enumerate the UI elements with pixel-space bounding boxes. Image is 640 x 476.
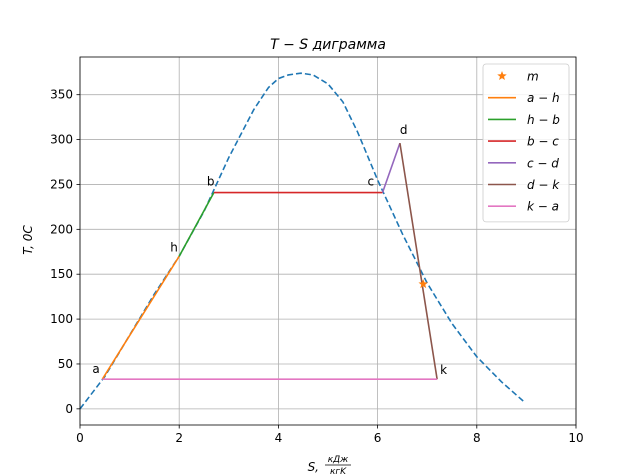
legend: m a − h h − b b − c c − d d − k k − a — [482, 63, 570, 223]
legend-label: m — [527, 70, 539, 84]
legend-item: a − h — [488, 91, 560, 105]
marker-m-star — [418, 279, 428, 289]
y-tick-label: 300 — [50, 133, 73, 147]
x-tick-label: 0 — [76, 431, 84, 445]
plot-frame — [79, 56, 577, 426]
x-axis-label: S, кДж кгK — [308, 455, 351, 476]
series-line-0 — [101, 255, 180, 380]
legend-label: d − k — [527, 178, 560, 192]
legend-label: a − h — [527, 91, 560, 105]
legend-item: c − d — [488, 156, 559, 170]
x-tick-label: 4 — [275, 431, 283, 445]
x-tick-label: 8 — [473, 431, 481, 445]
legend-label: h − b — [527, 113, 560, 127]
y-tick-label: 100 — [50, 312, 73, 326]
point-label-c: c — [368, 175, 375, 189]
x-axis-label-text: S, — [308, 460, 319, 474]
y-tick-label: 200 — [50, 222, 73, 236]
legend-box — [482, 63, 570, 223]
x-axis-unit-denominator: кгK — [330, 467, 347, 476]
saturation-curve-layer — [79, 72, 525, 410]
series-line-4 — [399, 143, 438, 380]
y-tick-label: 50 — [58, 357, 73, 371]
series-line-3 — [381, 142, 401, 193]
y-axis-label: T, 0C — [21, 225, 35, 255]
y-tick-label: 0 — [65, 402, 73, 416]
y-tick-label: 150 — [50, 267, 73, 281]
x-tick-label: 6 — [374, 431, 382, 445]
legend-item: h − b — [488, 113, 560, 127]
legend-label: k − a — [527, 200, 559, 214]
point-labels-layer: a h b c d k — [92, 123, 447, 377]
legend-item: k − a — [488, 200, 559, 214]
series-layer — [101, 142, 438, 381]
series-line-1 — [178, 192, 215, 257]
point-label-a: a — [92, 362, 99, 376]
y-axis-label-text: T, 0C — [21, 225, 35, 255]
legend-label: b − c — [527, 135, 559, 149]
point-label-h: h — [170, 240, 178, 254]
y-axis-label-var: T, — [21, 245, 35, 255]
y-tick-label: 250 — [50, 177, 73, 191]
point-label-b: b — [207, 175, 215, 189]
x-tick-label: 10 — [568, 431, 583, 445]
saturation-curve — [79, 72, 525, 410]
x-tick-label: 2 — [175, 431, 183, 445]
y-tick-label: 350 — [50, 88, 73, 102]
legend-item: m — [497, 70, 539, 84]
x-axis-unit-numerator: кДж — [328, 455, 349, 465]
chart-title: T − S диграмма — [270, 37, 386, 53]
y-axis-label-unit: 0C — [21, 225, 35, 242]
legend-item: b − c — [488, 135, 559, 149]
legend-label: c − d — [527, 156, 559, 170]
point-label-k: k — [440, 363, 447, 377]
legend-marker-star — [497, 71, 507, 81]
legend-item: d − k — [488, 178, 560, 192]
point-label-d: d — [400, 123, 408, 137]
